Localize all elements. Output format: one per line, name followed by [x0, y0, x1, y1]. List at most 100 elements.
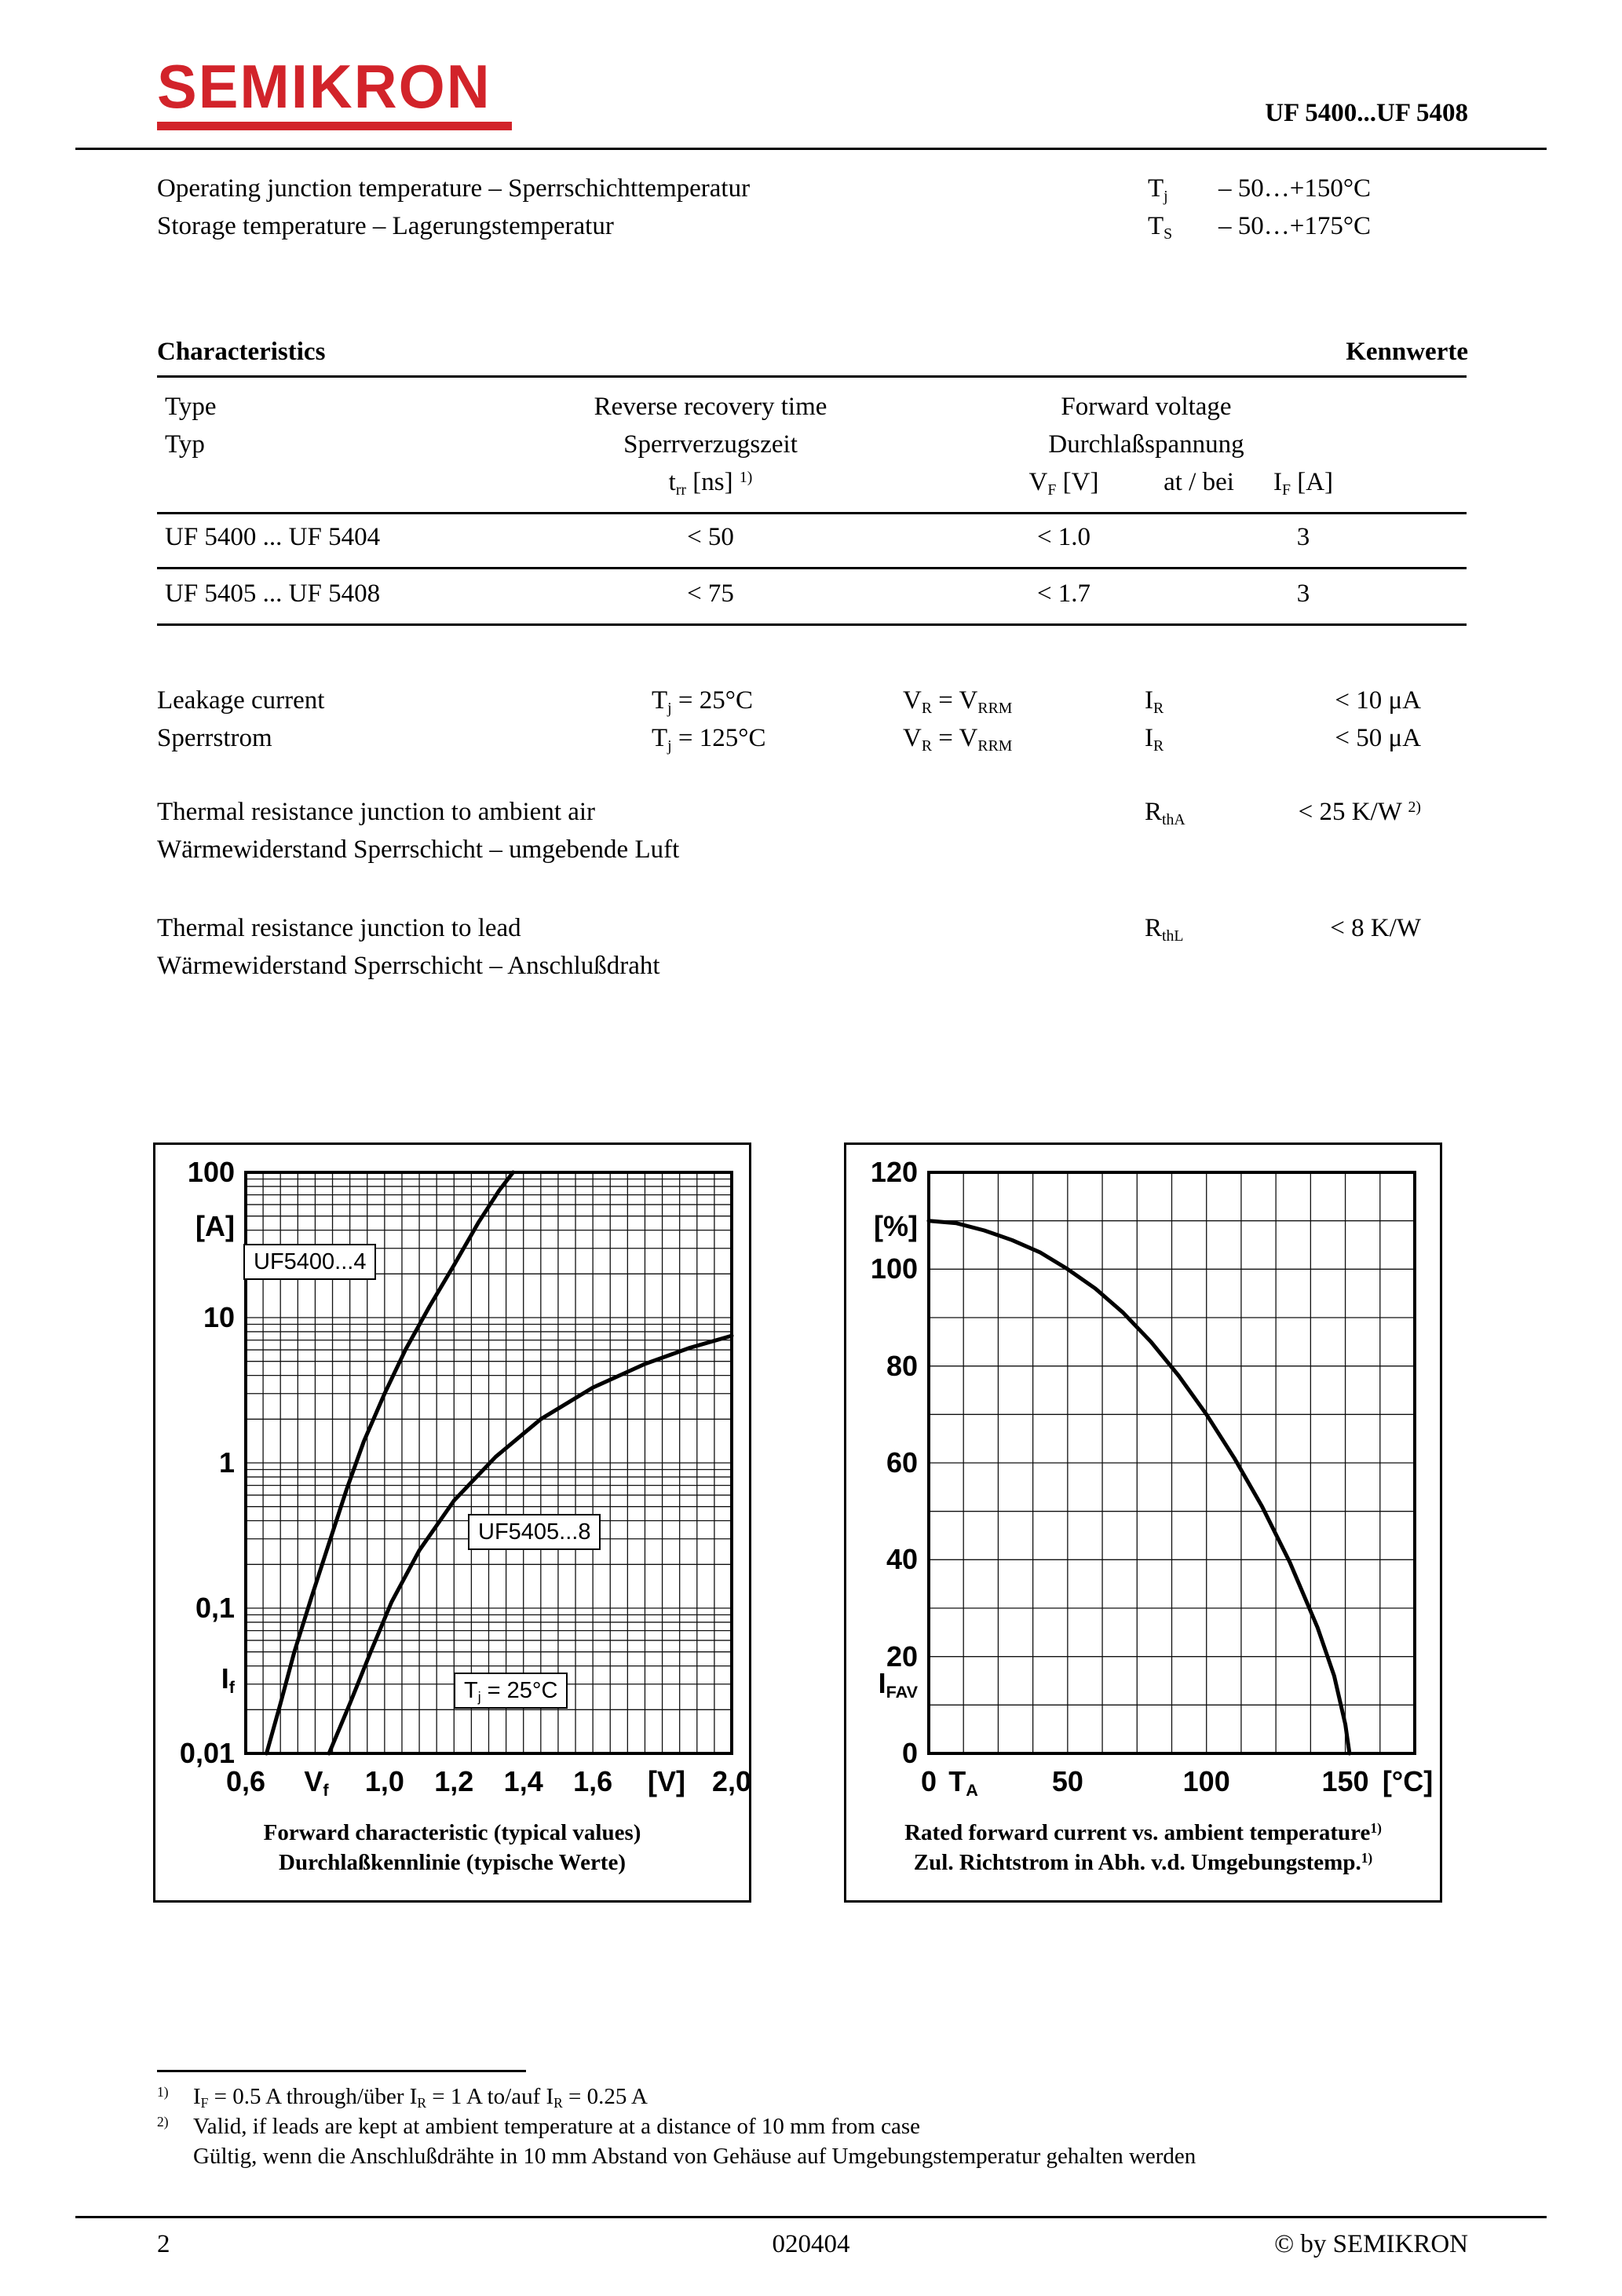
chart-title-en: Rated forward current vs. ambient temper… — [904, 1820, 1382, 1845]
col-fv-en: Forward voltage — [1061, 393, 1232, 421]
x-tick-label: 0,6 — [225, 1765, 266, 1797]
leakage-symbol: IR — [1145, 724, 1164, 755]
row-type: UF 5400 ... UF 5404 — [165, 523, 381, 551]
characteristics-title-de: Kennwerte — [1346, 338, 1468, 366]
rtha-symbol: RthA — [1145, 798, 1185, 828]
y-tick-label: 60 — [886, 1446, 918, 1479]
chart-title-de: Durchlaßkennlinie (typische Werte) — [279, 1850, 626, 1875]
x-tick-label: 1,6 — [573, 1765, 613, 1797]
rthl-value: < 8 K/W — [1330, 914, 1421, 942]
series-label-uf5400-4: UF5400...4 — [243, 1244, 377, 1281]
semikron-logo: SEMIKRON — [157, 52, 512, 130]
col-at-bei: at / bei — [1164, 468, 1234, 496]
y-axis-symbol-label: IFAV — [878, 1667, 918, 1702]
leakage-value: < 50 μA — [1335, 724, 1421, 752]
leakage-label-de: Sperrstrom — [157, 724, 272, 752]
logo-wordmark: SEMIKRON — [157, 52, 491, 122]
copyright-notice: © by SEMIKRON — [1274, 2230, 1468, 2258]
footnote-2-text: Valid, if leads are kept at ambient temp… — [193, 2114, 921, 2139]
table-rule-2 — [157, 567, 1467, 569]
col-fv-de: Durchlaßspannung — [1048, 430, 1244, 459]
footnote-1-text: IF = 0.5 A through/über IR = 1 A to/auf … — [193, 2084, 648, 2111]
footnote-1-mark: 1) — [157, 2084, 169, 2100]
leakage-vr: VR = VRRM — [903, 724, 1013, 755]
chart-title-en: Forward characteristic (typical values) — [263, 1820, 641, 1845]
y-tick-label: 100 — [870, 1252, 918, 1285]
x-axis-unit-label: [°C] — [1382, 1765, 1434, 1797]
row-vf: < 1.0 — [1036, 523, 1091, 551]
footnote-1: 1) IF = 0.5 A through/über IR = 1 A to/au… — [157, 2084, 648, 2110]
row-if: 3 — [1296, 523, 1310, 551]
leakage-value: < 10 μA — [1335, 686, 1421, 715]
table-rule-3 — [157, 623, 1467, 626]
y-tick-label: 10 — [203, 1301, 235, 1333]
characteristics-rule — [157, 375, 1467, 378]
y-tick-label: 100 — [187, 1156, 235, 1188]
row-trr: < 75 — [687, 579, 734, 608]
footnote-rule — [157, 2070, 526, 2072]
y-tick-label: 0,01 — [179, 1737, 235, 1769]
rtha-label-de: Wärmewiderstand Sperrschicht – umgebende… — [157, 835, 680, 864]
y-tick-label: 20 — [886, 1640, 918, 1673]
footnote-2-mark: 2) — [157, 2114, 169, 2130]
x-tick-label: 1,0 — [364, 1765, 404, 1797]
leakage-label-en: Leakage current — [157, 686, 325, 715]
rthl-symbol: RthL — [1145, 914, 1184, 945]
characteristics-title-en: Characteristics — [157, 338, 326, 366]
part-number: UF 5400...UF 5408 — [1265, 99, 1468, 127]
col-trr-de: Sperrverzugszeit — [623, 430, 798, 459]
y-tick-label: 120 — [870, 1156, 918, 1188]
y-axis-unit-label: [%] — [874, 1210, 918, 1242]
col-type-de: Typ — [165, 430, 205, 459]
header-rule — [75, 148, 1547, 150]
rtha-value: < 25 K/W 2) — [1298, 798, 1421, 826]
y-tick-label: 40 — [886, 1543, 918, 1576]
storage-temp-label: Storage temperature – Lagerungstemperatu… — [157, 212, 614, 240]
operating-temp-value: – 50…+150°C — [1218, 174, 1372, 203]
rtha-label-en: Thermal resistance junction to ambient a… — [157, 798, 596, 826]
footnote-3-text: Gültig, wenn die Anschlußdrähte in 10 mm… — [193, 2144, 1196, 2169]
leakage-symbol: IR — [1145, 686, 1164, 717]
operating-temp-label: Operating junction temperature – Sperrsc… — [157, 174, 751, 203]
col-trr-en: Reverse recovery time — [594, 393, 827, 421]
chart-canvas — [926, 1171, 1416, 1756]
y-tick-label: 1 — [218, 1446, 235, 1479]
table-rule-1 — [157, 512, 1467, 514]
col-type-en: Type — [165, 393, 217, 421]
footer-rule — [75, 2216, 1547, 2218]
storage-temp-value: – 50…+175°C — [1218, 212, 1372, 240]
leakage-cond: Tj = 25°C — [652, 686, 753, 717]
rthl-label-en: Thermal resistance junction to lead — [157, 914, 521, 942]
row-type: UF 5405 ... UF 5408 — [165, 579, 381, 608]
x-tick-label: 1,2 — [434, 1765, 474, 1797]
row-if: 3 — [1296, 579, 1310, 608]
forward-characteristic-chart: [A] If Vf [V] UF5400...4 UF5405...8 Tj =… — [153, 1143, 751, 1903]
x-axis-symbol-label: TA — [948, 1765, 978, 1801]
leakage-vr: VR = VRRM — [903, 686, 1013, 717]
y-tick-label: 0 — [901, 1737, 918, 1769]
col-if-unit: IF [A] — [1273, 468, 1334, 499]
footnote-2: 2) Valid, if leads are kept at ambient te… — [157, 2114, 920, 2140]
temperature-annotation-box: Tj = 25°C — [454, 1673, 568, 1709]
x-tick-label: 150 — [1321, 1765, 1369, 1797]
row-vf: < 1.7 — [1036, 579, 1091, 608]
x-tick-label: 2,0 — [711, 1765, 752, 1797]
leakage-cond: Tj = 125°C — [652, 724, 766, 755]
y-axis-symbol-label: If — [221, 1662, 235, 1698]
y-tick-label: 80 — [886, 1349, 918, 1382]
x-axis-symbol-label: Vf — [304, 1765, 329, 1801]
chart-title-de: Zul. Richtstrom in Abh. v.d. Umgebungste… — [913, 1850, 1373, 1875]
col-vf-unit: VF [V] — [1028, 468, 1099, 499]
series-label-uf5405-8: UF5405...8 — [468, 1514, 601, 1551]
derating-chart: [%] IFAV TA [°C] Rated forward current v… — [844, 1143, 1442, 1903]
x-tick-label: 100 — [1182, 1765, 1230, 1797]
rthl-label-de: Wärmewiderstand Sperrschicht – Anschlußd… — [157, 952, 660, 980]
x-tick-label: 0 — [920, 1765, 937, 1797]
y-axis-unit-label: [A] — [195, 1210, 235, 1242]
logo-underline-bar — [157, 122, 512, 130]
y-tick-label: 0,1 — [195, 1592, 235, 1624]
row-trr: < 50 — [687, 523, 734, 551]
x-tick-label: 1,4 — [503, 1765, 543, 1797]
col-trr-unit: trr [ns] 1) — [668, 468, 753, 499]
